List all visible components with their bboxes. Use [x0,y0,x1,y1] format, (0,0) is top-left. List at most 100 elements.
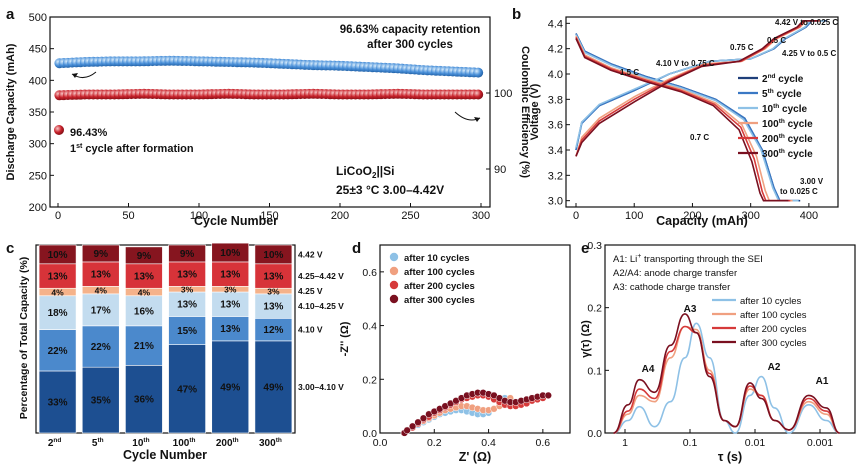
voltage-curve-discharge [575,33,799,202]
panel-d-points [400,389,552,437]
bar-value-label: 13% [220,300,240,311]
b-x-tick-label: 200 [683,210,701,222]
d-legend-marker [389,294,399,304]
d-legend-marker [389,280,399,290]
legend-label: 100th cycle [762,118,813,130]
panel-d-ticks: 0.0 0.2 0.4 0.6 0.0 0.2 0.4 0.6 [362,267,550,449]
arrow-right-head [474,117,480,122]
c-x-tick-label: 100th [173,437,196,449]
a-x-tick-label: 200 [331,210,349,222]
c-x-tick-label: 5th [92,437,104,449]
voltage-curve-charge [575,20,818,157]
efficiency-point [473,89,484,100]
stacked-bar-segment [254,244,293,265]
b-anno-4: 4.10 V to 0.75 C [656,59,715,68]
panel-b-curves [575,20,827,202]
nyquist-point [419,414,428,422]
bar-value-label: 10% [263,250,283,261]
b-y-tick-label: 3.0 [548,196,563,208]
c-x-tick-label: 300th [259,437,282,449]
bar-value-label: 3% [267,287,280,297]
b-anno-5: 1.5 C [620,68,639,77]
b-x-tick-label: 300 [741,210,759,222]
stacked-bar-segment [168,291,206,317]
panel-d-frame [379,244,571,434]
bar-value-label: 47% [177,384,197,395]
stacked-bar-segment [254,263,293,289]
bar-value-label: 13% [263,272,283,283]
e-y-tick-label: 0.0 [587,428,602,440]
panel-b-y-ticks: 3.0 3.2 3.4 3.6 3.8 4.0 4.2 4.4 [548,18,570,208]
panel-a-y-ticks: 200 250 300 350 400 450 500 [29,12,54,214]
voltage-curve-discharge [575,36,791,202]
stacked-bar-segment [81,293,120,327]
stacked-bar-segment [38,329,77,372]
panel-a-ylabel: Discharge Capacity (mAh) [5,43,17,180]
d-legend-marker [389,266,399,276]
stacked-bar-segment [125,246,163,265]
bar-value-label: 3% [181,285,194,295]
b-y-tick-label: 3.2 [548,170,563,182]
voltage-curve-charge [575,20,826,151]
bar-value-label: 13% [177,300,197,311]
b-anno-9: to 0.025 C [780,187,818,196]
bar-value-label: 13% [220,324,240,335]
panel-b-legend: 2nd cycle 5th cycle 10th cycle 100th cycle 2… [738,73,813,160]
panel-e-legend: after 10 cycles after 100 cycles after 200… [712,296,807,349]
stacked-bar-segment [81,366,120,434]
voltage-curve-discharge [575,38,789,202]
a-x-tick-label: 0 [55,210,61,222]
first-cycle-value: 96.43% [70,127,108,139]
bar-value-label: 22% [91,342,111,353]
b-y-tick-label: 3.8 [548,94,563,106]
panel-c-x-ticks: 2nd 5th 10th 100th 200th 300th [48,437,282,449]
d-x-tick-label: 0.0 [373,437,388,449]
d-legend-label: after 10 cycles [404,253,470,264]
panel-a-chart: 0 50 100 150 200 250 300 200 250 300 350 400 450 500… [5,12,531,228]
c-series-label: 4.25 V [298,286,323,296]
e-peak-a3: A3 [684,304,697,315]
drt-curve [613,313,840,434]
a-y-tick-label: 400 [29,75,47,87]
b-y-tick-label: 3.4 [548,145,563,157]
stacked-bar-segment [81,244,120,263]
bar-value-label: 17% [91,305,111,316]
bar-value-label: 21% [134,341,154,352]
stacked-bar-segment [168,244,206,263]
c-x-tick-label: 2nd [48,437,62,449]
panel-e-frame [604,244,856,434]
b-y-tick-label: 4.2 [548,44,563,56]
bar-value-label: 16% [134,306,154,317]
a-y-tick-label: 200 [29,202,47,214]
stacked-bar-segment [254,340,293,434]
legend-label: 10th cycle [762,103,808,115]
bar-value-label: 9% [137,251,152,262]
cell-label: LiCoO2||Si [336,164,395,180]
bar-value-label: 13% [177,270,197,281]
d-x-tick-label: 0.4 [481,437,496,449]
e-legend-label: after 10 cycles [740,296,801,307]
panel-a-right-ticks: 90 100 [486,88,512,176]
bar-value-label: 13% [91,270,111,281]
panel-c-frame [35,244,296,434]
capacity-point [473,67,484,78]
voltage-curve-discharge [575,34,799,202]
c-series-label: 4.10–4.25 V [298,301,344,311]
b-x-tick-label: 100 [625,210,643,222]
e-note-3: A3: cathode charge transfer [613,282,730,293]
e-peak-a2: A2 [768,362,781,373]
panel-a-efficiency-series [54,88,484,101]
first-cycle-label: 1st cycle after formation [70,143,194,155]
b-anno-2: 0.5 C [767,36,786,45]
b-y-tick-label: 4.0 [548,69,563,81]
legend-label: 200th cycle [762,133,813,145]
panel-d-legend: after 10 cycles after 100 cycles after 200… [389,252,475,306]
voltage-curve-charge [575,20,827,151]
d-legend-label: after 300 cycles [404,295,475,306]
stacked-bar-segment [38,370,77,434]
panel-b-ylabel: Voltage (V) [529,83,541,140]
nyquist-point [414,418,422,426]
b-y-tick-label: 3.6 [548,120,563,132]
e-legend-label: after 200 cycles [740,324,807,335]
